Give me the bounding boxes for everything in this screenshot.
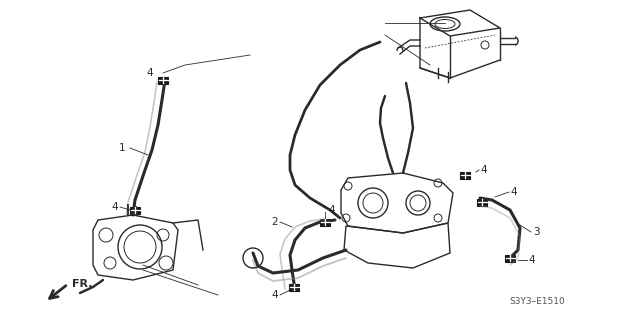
Text: 4: 4: [328, 205, 335, 215]
Bar: [460, 172, 470, 179]
Bar: [477, 198, 487, 205]
Text: FR.: FR.: [72, 279, 93, 289]
Bar: [320, 219, 330, 226]
Text: 4: 4: [271, 290, 278, 300]
Text: 4: 4: [111, 202, 118, 212]
Text: 4: 4: [528, 255, 535, 265]
Bar: [158, 76, 168, 84]
Text: S3Y3–E1510: S3Y3–E1510: [509, 298, 565, 307]
Bar: [130, 206, 140, 213]
Bar: [289, 284, 299, 291]
Bar: [505, 254, 515, 261]
Text: 4: 4: [480, 165, 486, 175]
Text: 4: 4: [146, 68, 153, 78]
Text: 3: 3: [533, 227, 540, 237]
Text: 4: 4: [510, 187, 517, 197]
Text: 1: 1: [118, 143, 125, 153]
Text: 2: 2: [271, 217, 278, 227]
